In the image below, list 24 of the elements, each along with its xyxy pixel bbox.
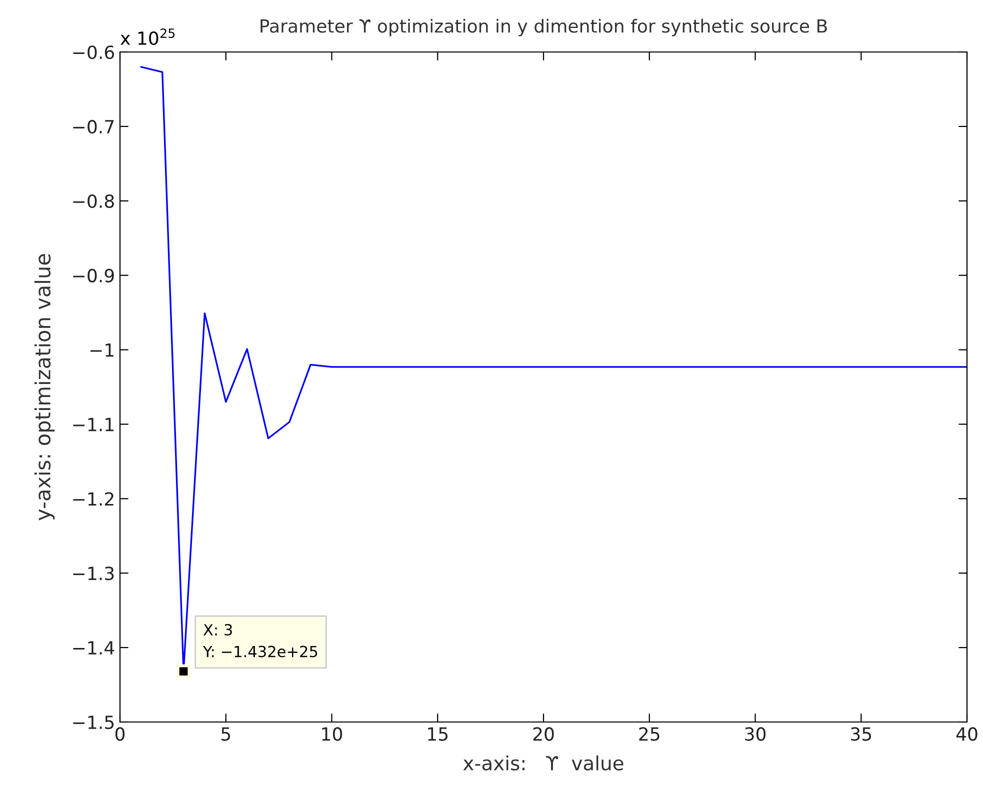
x-axis-title: x-axis: ϒ value [463, 755, 624, 770]
x-tick-label: 35 [851, 727, 872, 741]
y-tick-label: −0.9 [73, 268, 114, 282]
y-tick-label: −0.6 [73, 45, 114, 60]
y-tick-label: −1 [90, 343, 114, 357]
x-tick-label: 15 [428, 727, 448, 741]
y-axis-title: y-axis: optimization value [34, 254, 55, 520]
x-tick-label: 30 [745, 727, 766, 741]
x-tick-label: 25 [639, 727, 660, 741]
y-tick-label: −1.4 [73, 641, 114, 654]
x-tick-label: 10 [322, 727, 342, 741]
text: x 10$^{25}$ [120, 28, 175, 46]
y-tick-label: −1.1 [73, 418, 114, 432]
chart-title: Parameter ϒ optimization in y dimention for synthetic source B [260, 18, 827, 36]
x-tick-label: 20 [533, 727, 554, 741]
y-tick-label: −1.2 [73, 492, 114, 506]
y-tick-label: −0.8 [73, 194, 114, 208]
x-tick-label: 0 [115, 727, 125, 741]
x-tick-label: 5 [222, 727, 230, 741]
y-tick-label: −1.3 [73, 566, 114, 580]
y-tick-label: −1.5 [73, 716, 114, 730]
annotation: X: 3 Y: −1.432e+25 [202, 624, 318, 658]
y-tick-label: −0.7 [73, 120, 114, 134]
x-tick-label: 40 [956, 727, 978, 741]
